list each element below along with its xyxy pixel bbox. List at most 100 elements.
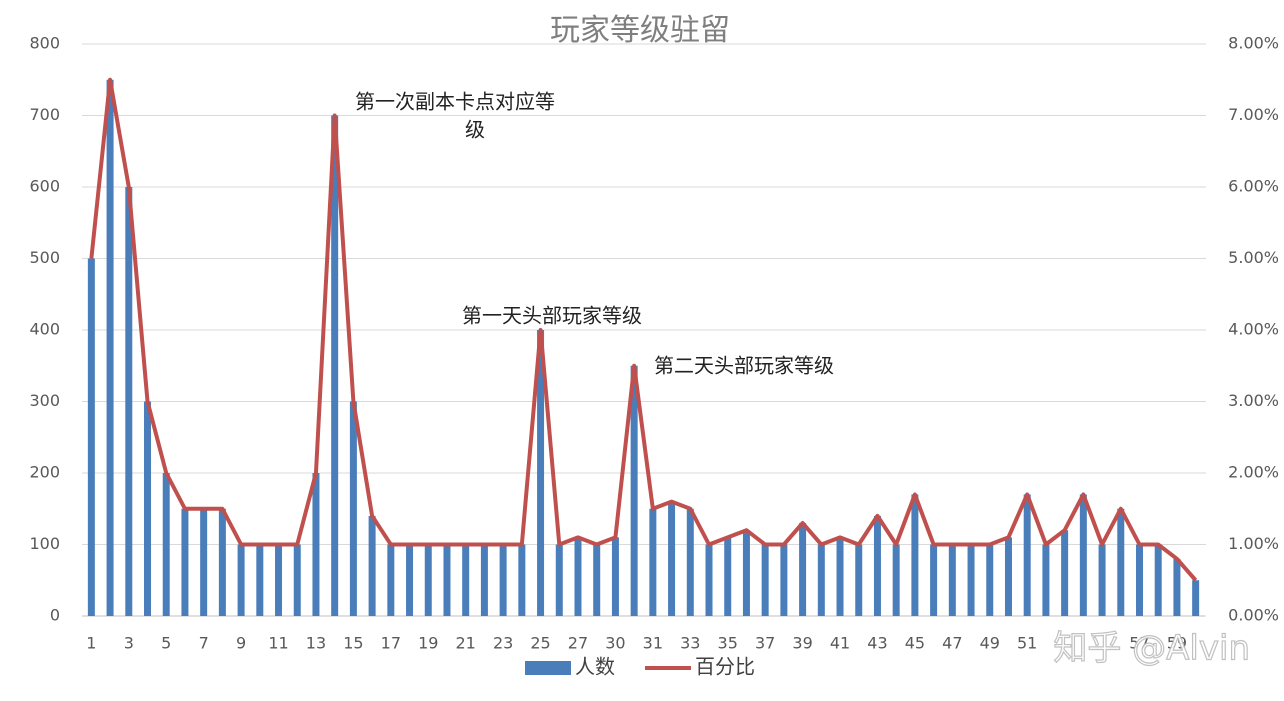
bar xyxy=(1042,544,1050,616)
legend-label: 百分比 xyxy=(695,655,755,679)
annotation: 第一次副本卡点对应等 xyxy=(355,90,555,114)
x-tick-label: 23 xyxy=(493,634,513,653)
bar xyxy=(948,544,956,616)
bar xyxy=(237,544,245,616)
y2-tick-label: 6.00% xyxy=(1228,177,1279,196)
x-tick-label: 19 xyxy=(418,634,438,653)
bar xyxy=(593,544,601,616)
x-tick-label: 5 xyxy=(161,634,171,653)
bar xyxy=(574,537,582,616)
bar xyxy=(911,494,919,616)
bar xyxy=(518,544,526,616)
bar xyxy=(480,544,488,616)
x-tick-label: 35 xyxy=(718,634,738,653)
y-tick-label: 800 xyxy=(29,34,60,53)
x-tick-label: 57 xyxy=(1129,634,1149,653)
bar xyxy=(555,544,563,616)
bar xyxy=(275,544,283,616)
x-tick-label: 41 xyxy=(830,634,850,653)
x-tick-label: 9 xyxy=(236,634,246,653)
x-tick-label: 45 xyxy=(905,634,925,653)
bar xyxy=(387,544,395,616)
bar xyxy=(462,544,470,616)
bar xyxy=(125,187,133,616)
x-tick-label: 1 xyxy=(86,634,96,653)
bar xyxy=(424,544,432,616)
bar xyxy=(1061,530,1069,616)
bar xyxy=(986,544,994,616)
bar xyxy=(181,508,189,616)
y2-tick-label: 3.00% xyxy=(1228,391,1279,410)
bar xyxy=(892,544,900,616)
y2-tick-label: 8.00% xyxy=(1228,34,1279,53)
bar xyxy=(331,115,339,616)
bar xyxy=(761,544,769,616)
bar xyxy=(218,508,226,616)
y2-tick-label: 7.00% xyxy=(1228,105,1279,124)
bar xyxy=(443,544,451,616)
y2-tick-label: 1.00% xyxy=(1228,534,1279,553)
bar xyxy=(162,473,170,616)
bar xyxy=(1004,537,1012,616)
bar xyxy=(349,401,357,616)
y-tick-label: 700 xyxy=(29,105,60,124)
y2-tick-label: 5.00% xyxy=(1228,248,1279,267)
chart-title: 玩家等级驻留 xyxy=(550,13,730,48)
bar xyxy=(1117,508,1125,616)
y-tick-label: 300 xyxy=(29,391,60,410)
legend-swatch xyxy=(525,661,571,675)
x-tick-label: 49 xyxy=(980,634,1000,653)
bar xyxy=(799,523,807,616)
x-tick-label: 13 xyxy=(306,634,326,653)
annotation: 级 xyxy=(465,118,485,142)
x-tick-label: 31 xyxy=(643,634,663,653)
x-tick-label: 59 xyxy=(1167,634,1187,653)
bar xyxy=(87,258,95,616)
y2-tick-label: 2.00% xyxy=(1228,463,1279,482)
line xyxy=(89,77,1198,582)
x-tick-label: 37 xyxy=(755,634,775,653)
bar xyxy=(705,544,713,616)
x-tick-label: 39 xyxy=(792,634,812,653)
y-tick-label: 400 xyxy=(29,320,60,339)
y2-tick-label: 0.00% xyxy=(1228,606,1279,625)
bar xyxy=(668,501,676,616)
x-tick-label: 3 xyxy=(124,634,134,653)
bar xyxy=(855,544,863,616)
bar xyxy=(368,515,376,616)
y-tick-label: 200 xyxy=(29,463,60,482)
y-tick-label: 500 xyxy=(29,248,60,267)
x-tick-label: 15 xyxy=(343,634,363,653)
bar xyxy=(742,530,750,616)
x-tick-label: 27 xyxy=(568,634,588,653)
bar xyxy=(649,508,657,616)
y-tick-label: 100 xyxy=(29,534,60,553)
bar xyxy=(1192,580,1200,616)
bar xyxy=(406,544,414,616)
bar xyxy=(780,544,788,616)
y-tick-label: 0 xyxy=(50,606,60,625)
x-tick-label: 47 xyxy=(942,634,962,653)
bar xyxy=(967,544,975,616)
x-tick-label: 25 xyxy=(530,634,550,653)
bar xyxy=(293,544,301,616)
x-tick-label: 17 xyxy=(381,634,401,653)
bar xyxy=(144,401,152,616)
bar xyxy=(686,508,694,616)
bar xyxy=(1173,558,1181,616)
bar xyxy=(1098,544,1106,616)
bar xyxy=(817,544,825,616)
y-tick-label: 600 xyxy=(29,177,60,196)
bar xyxy=(724,537,732,616)
annotation: 第一天头部玩家等级 xyxy=(462,304,642,328)
x-tick-label: 21 xyxy=(456,634,476,653)
x-tick-label: 33 xyxy=(680,634,700,653)
x-tick-label: 7 xyxy=(199,634,209,653)
bar xyxy=(1023,494,1031,616)
bar xyxy=(499,544,507,616)
bar xyxy=(106,79,114,616)
x-tick-label: 51 xyxy=(1017,634,1037,653)
bar xyxy=(200,508,208,616)
x-tick-label: 30 xyxy=(605,634,625,653)
